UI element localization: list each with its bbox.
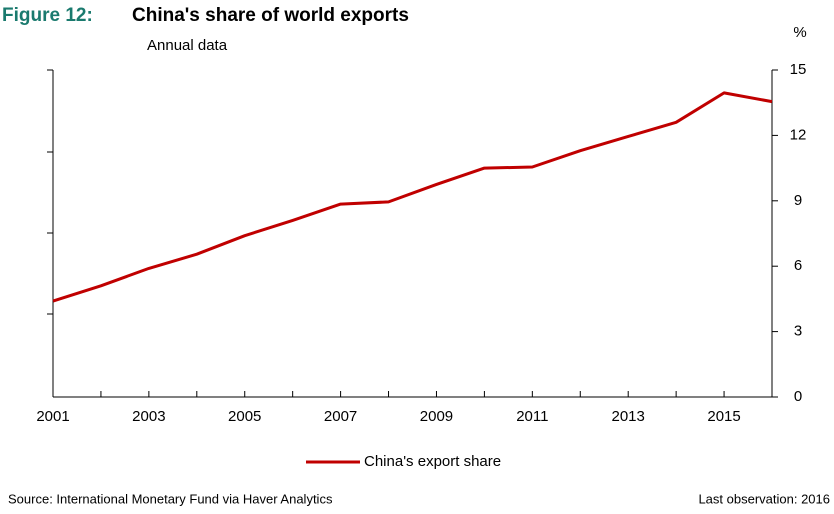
y-unit: % [793,24,806,41]
x-tick-label: 2007 [324,408,357,425]
legend-label: China's export share [364,453,501,470]
x-tick-label: 2009 [420,408,453,425]
y-tick-label: 0 [794,388,802,405]
chart-subtitle: Annual data [147,37,228,54]
note: Last observation: 2016 [698,491,830,506]
y-tick-label: 6 [794,257,802,274]
x-tick-label: 2015 [707,408,740,425]
x-tick-label: 2003 [132,408,165,425]
figure-label: Figure 12: [2,5,93,26]
x-tick-label: 2013 [612,408,645,425]
y-tick-label: 3 [794,323,802,340]
chart-title: China's share of world exports [132,5,409,26]
source: Source: International Monetary Fund via … [8,491,333,506]
x-tick-label: 2001 [36,408,69,425]
data-line [52,91,773,303]
x-tick-label: 2011 [516,408,548,425]
x-tick-label: 2005 [228,408,261,425]
y-tick-label: 12 [790,126,807,143]
y-tick-label: 15 [790,61,807,78]
y-tick-label: 9 [794,192,802,209]
